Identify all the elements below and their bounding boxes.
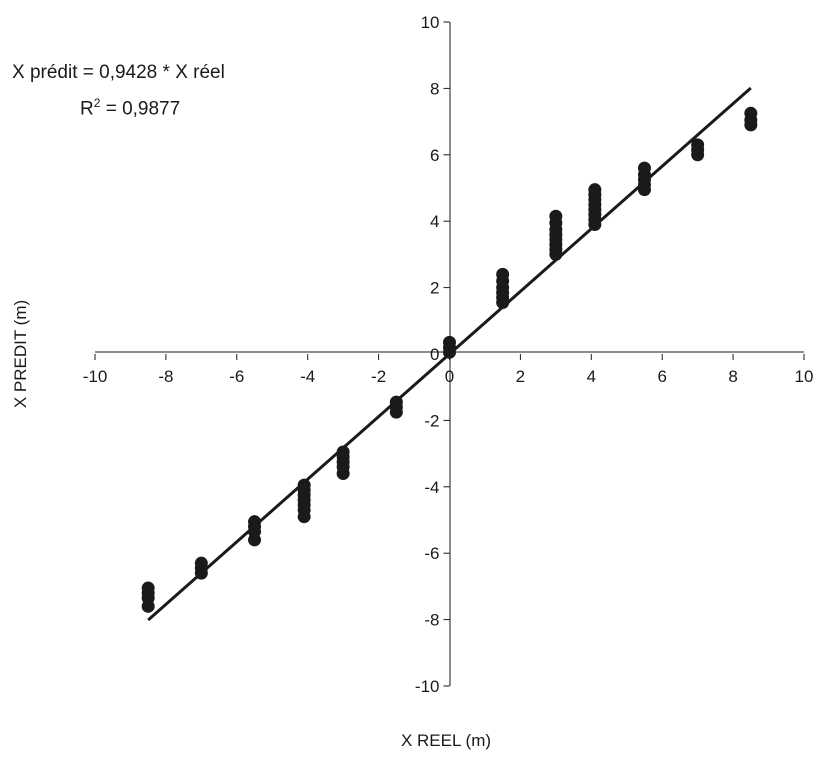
regression-equation: X prédit = 0,9428 * X réel (12, 62, 225, 83)
r2-value: = 0,9877 (100, 98, 181, 120)
x-tick-label: -8 (158, 367, 173, 386)
data-point (588, 183, 602, 197)
y-tick-label: -6 (424, 544, 439, 563)
data-point (297, 510, 311, 524)
y-axis-title: X PREDIT (m) (11, 300, 30, 408)
x-tick-label: 6 (657, 367, 666, 386)
x-tick-label: 10 (795, 367, 814, 386)
x-axis-title: X REEL (m) (401, 731, 491, 750)
y-ticks: 10 8 6 4 2 0 -2 -4 -6 -8 -10 (415, 13, 450, 696)
y-tick-label: -4 (424, 478, 439, 497)
y-tick-label: -10 (415, 677, 440, 696)
r2-exponent: 2 (93, 96, 101, 110)
y-tick-label: 0 (430, 345, 439, 364)
x-ticks: -10 -8 -6 -4 -2 0 2 4 6 8 10 (83, 354, 814, 386)
y-tick-label: -2 (424, 411, 439, 430)
data-point (194, 566, 208, 580)
y-tick-label: 6 (430, 146, 439, 165)
data-point (336, 467, 350, 481)
data-point (443, 345, 456, 359)
y-tick-label: 10 (421, 13, 440, 32)
y-tick-label: 4 (430, 212, 439, 231)
r2-label: R (80, 98, 94, 120)
data-point (248, 533, 262, 547)
data-point (496, 267, 510, 281)
x-tick-label: -4 (300, 367, 315, 386)
x-tick-label: -6 (229, 367, 244, 386)
data-point (691, 138, 705, 152)
x-tick-label: -10 (83, 367, 108, 386)
r-squared: R2 = 0,9877 (80, 96, 180, 120)
x-tick-label: 0 (445, 367, 454, 386)
y-tick-label: 2 (430, 279, 439, 298)
data-point (389, 405, 403, 419)
x-tick-label: 8 (728, 367, 737, 386)
data-point (549, 209, 563, 223)
y-tick-label: 8 (430, 79, 439, 98)
y-tick-label: -8 (424, 611, 439, 630)
x-tick-label: 2 (516, 367, 525, 386)
data-point (637, 161, 651, 175)
data-point (744, 106, 758, 120)
data-points (141, 106, 758, 613)
x-tick-label: -2 (371, 367, 386, 386)
x-tick-label: 4 (587, 367, 596, 386)
data-point (141, 599, 155, 613)
